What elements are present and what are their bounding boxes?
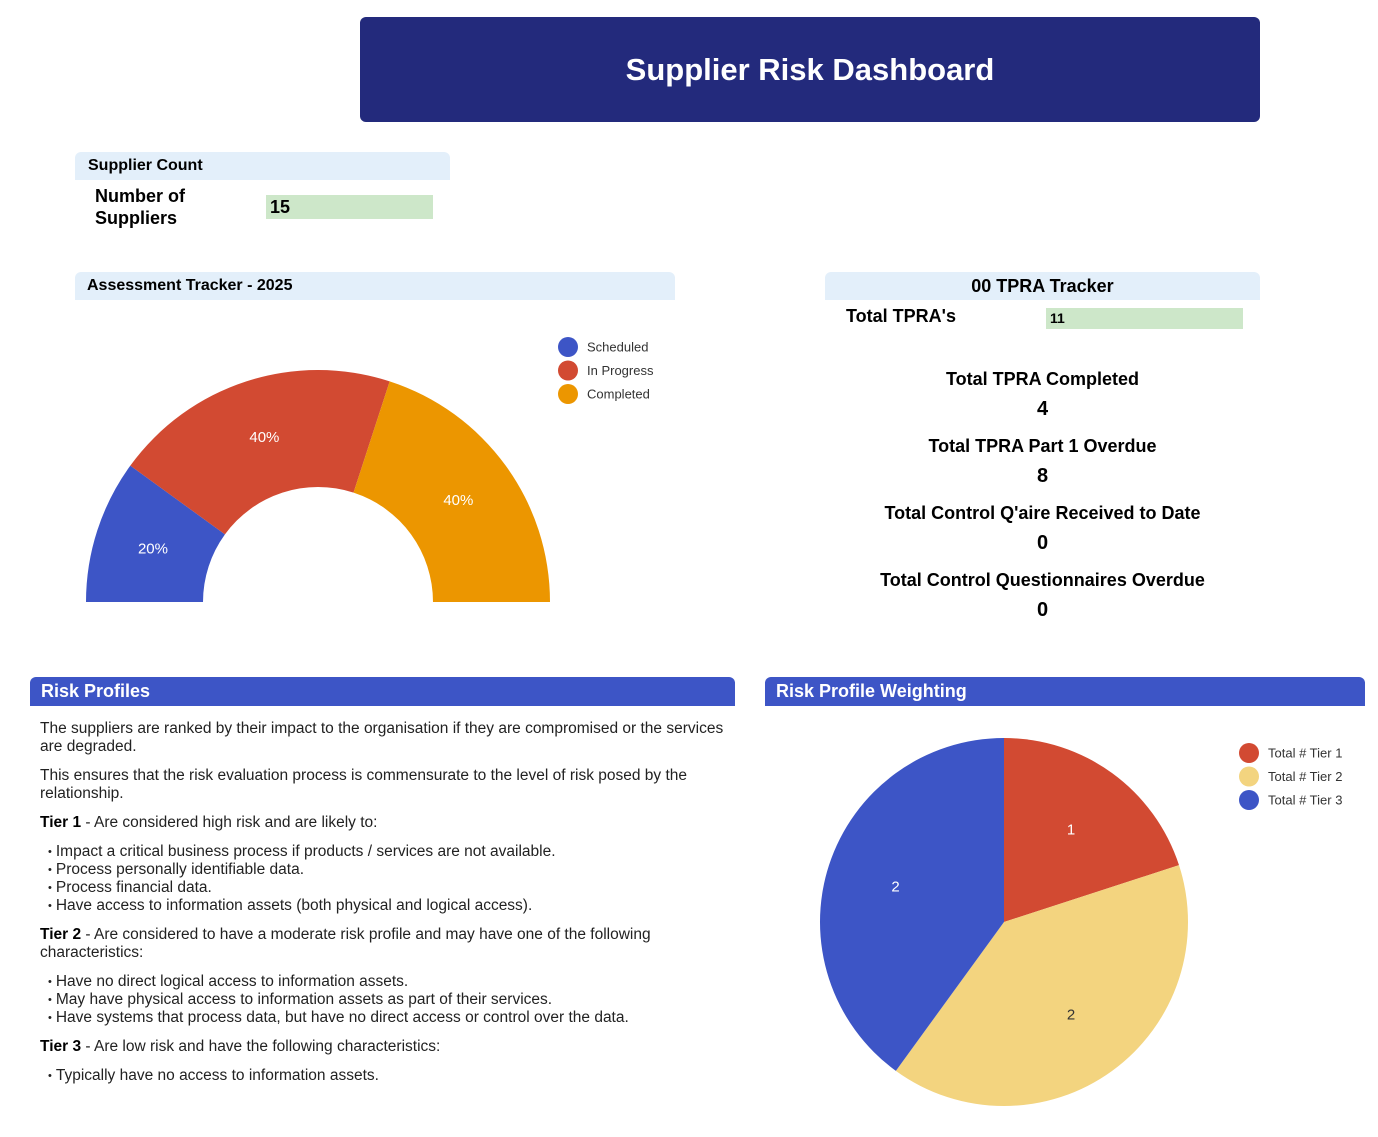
stat-label-tpra-completed: Total TPRA Completed	[946, 369, 1139, 389]
list-item: May have physical access to information …	[48, 991, 730, 1009]
tpra-tracker-header: 00 TPRA Tracker	[825, 272, 1260, 300]
tier1-name: Tier 1	[40, 814, 82, 831]
tier2-name: Tier 2	[40, 926, 82, 943]
legend-label-in-progress: In Progress	[587, 363, 654, 378]
list-item: Have systems that process data, but have…	[48, 1009, 730, 1027]
list-item: Have no direct logical access to informa…	[48, 973, 730, 991]
legend-label-total-tier-1: Total # Tier 1	[1268, 746, 1342, 761]
tier3-heading: Tier 3 - Are low risk and have the follo…	[40, 1038, 730, 1056]
stat-label-tpra-part1-overdue: Total TPRA Part 1 Overdue	[928, 436, 1157, 456]
tier2-heading: Tier 2 - Are considered to have a modera…	[40, 926, 730, 962]
stat-value-tpra-part1-overdue: 8	[1036, 465, 1049, 487]
tier1-desc: - Are considered high risk and are likel…	[81, 814, 378, 831]
donut-slice-completed	[353, 381, 550, 602]
total-tpra-label: Total TPRA's	[846, 306, 956, 326]
stat-label-control-qaire-received: Total Control Q'aire Received to Date	[884, 503, 1201, 523]
list-item: Process personally identifiable data.	[48, 861, 730, 879]
legend-label-scheduled: Scheduled	[587, 340, 648, 355]
tier3-desc: - Are low risk and have the following ch…	[81, 1038, 441, 1055]
total-tpra-value: 11	[1046, 308, 1243, 329]
legend-swatch-total-tier-2	[1239, 766, 1259, 787]
stat-value-control-qaire-received: 0	[1036, 532, 1049, 554]
pie-label-total-tier-2: 2	[1067, 1006, 1075, 1023]
number-of-suppliers-label: Number of Suppliers	[95, 186, 185, 228]
tier3-name: Tier 3	[40, 1038, 82, 1055]
pie-label-total-tier-1: 1	[1067, 822, 1075, 839]
risk-weighting-pie-chart: 1 2 2 Total # Tier 1 Total # Tier 2 Total # …	[820, 738, 1342, 1106]
legend-swatch-completed	[558, 384, 578, 404]
donut-label-completed: 40%	[443, 492, 473, 509]
stat-label-control-questionnaires-overdue: Total Control Questionnaires Overdue	[880, 570, 1205, 590]
donut-slice-scheduled	[86, 465, 225, 602]
assessment-tracker-header: Assessment Tracker - 2025	[75, 272, 675, 300]
risk-profiles-text: The suppliers are ranked by their impact…	[40, 720, 730, 1085]
pie-slice-total-tier-2	[895, 865, 1188, 1106]
page-title: Supplier Risk Dashboard	[625, 51, 995, 87]
tier1-heading: Tier 1 - Are considered high risk and ar…	[40, 814, 730, 832]
list-item: Have access to information assets (both …	[48, 897, 730, 915]
donut-label-in-progress: 40%	[249, 429, 279, 446]
risk-weighting-header: Risk Profile Weighting	[765, 677, 1365, 706]
assessment-tracker-chart: 20% 40% 40% Scheduled In Progress Completed	[86, 337, 654, 602]
number-of-suppliers-value: 15	[266, 195, 433, 219]
list-item: Impact a critical business process if pr…	[48, 843, 730, 861]
risk-intro-1: The suppliers are ranked by their impact…	[40, 720, 724, 755]
donut-slice-in-progress	[130, 370, 390, 535]
legend-label-completed: Completed	[587, 387, 650, 402]
risk-intro-2: This ensures that the risk evaluation pr…	[40, 767, 688, 802]
legend-swatch-total-tier-3	[1239, 790, 1259, 810]
tier2-desc: - Are considered to have a moderate risk…	[40, 926, 651, 961]
legend-swatch-scheduled	[558, 337, 578, 357]
legend-label-total-tier-2: Total # Tier 2	[1268, 769, 1342, 784]
pie-slice-total-tier-3	[820, 738, 1004, 1071]
tier2-list: Have no direct logical access to informa…	[40, 973, 730, 1027]
pie-label-total-tier-3: 2	[891, 879, 899, 896]
tier1-list: Impact a critical business process if pr…	[40, 843, 730, 915]
risk-profiles-header: Risk Profiles	[30, 677, 735, 706]
supplier-count-header: Supplier Count	[75, 152, 450, 180]
tier3-list: Typically have no access to information …	[40, 1067, 730, 1085]
stat-value-control-questionnaires-overdue: 0	[1036, 599, 1049, 621]
donut-label-scheduled: 20%	[138, 540, 168, 557]
legend-label-total-tier-3: Total # Tier 3	[1268, 793, 1342, 808]
list-item: Typically have no access to information …	[48, 1067, 730, 1085]
pie-slice-total-tier-1	[1004, 738, 1179, 922]
legend-swatch-total-tier-1	[1239, 743, 1259, 763]
legend-swatch-in-progress	[558, 360, 578, 381]
stat-value-tpra-completed: 4	[1036, 398, 1049, 420]
list-item: Process financial data.	[48, 879, 730, 897]
title-banner: Supplier Risk Dashboard	[360, 17, 1260, 122]
